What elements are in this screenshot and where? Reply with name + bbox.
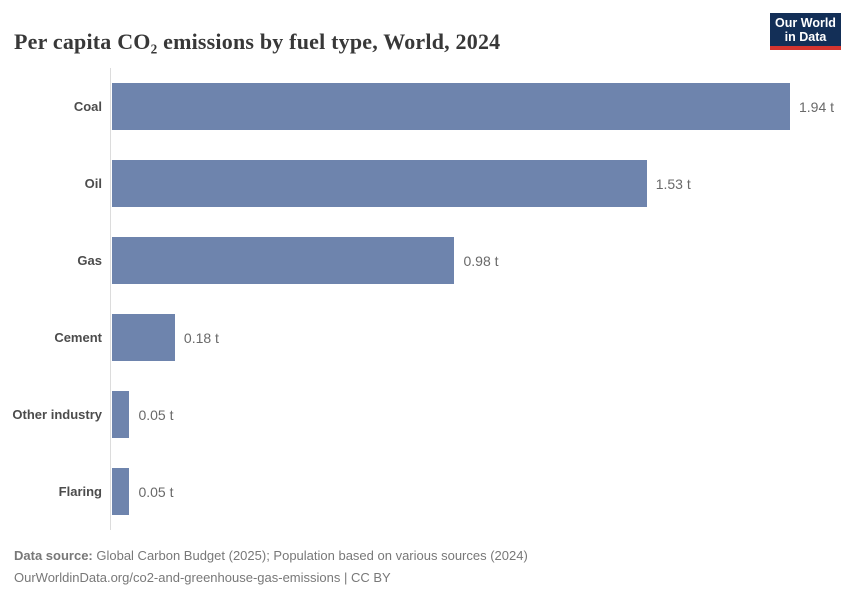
category-label-cement: Cement [54,330,102,345]
bar-gas[interactable] [112,237,455,284]
data-source-label: Data source: [14,548,93,563]
bar-row: Oil 1.53 t [0,145,850,222]
category-label-gas: Gas [77,253,102,268]
bar-coal[interactable] [112,83,790,130]
owid-logo-text-line1: Our World [775,16,836,30]
bar-oil[interactable] [112,160,647,207]
bar-cement[interactable] [112,314,175,361]
value-label-other-industry: 0.05 t [138,406,174,423]
value-label-coal: 1.94 t [799,98,835,115]
owid-logo-text-line2: in Data [784,30,827,44]
bar-row: Flaring 0.05 t [0,453,850,530]
owid-logo[interactable]: Our World in Data [770,13,841,50]
license-line: OurWorldinData.org/co2-and-greenhouse-ga… [14,570,391,585]
bar-row: Other industry 0.05 t [0,376,850,453]
bar-other-industry[interactable] [112,391,130,438]
data-source-line: Data source: Global Carbon Budget (2025)… [14,545,834,567]
value-label-oil: 1.53 t [655,175,691,192]
chart-title: Per capita CO₂ emissions by fuel type, W… [14,28,501,54]
value-label-cement: 0.18 t [183,329,219,346]
chart-footer: Data source: Global Carbon Budget (2025)… [14,545,834,589]
value-label-gas: 0.98 t [463,252,499,269]
bar-flaring[interactable] [112,468,130,515]
category-label-coal: Coal [73,99,102,114]
y-axis-line [110,68,111,530]
category-label-oil: Oil [84,176,102,191]
bar-row: Gas 0.98 t [0,222,850,299]
data-source-text: Global Carbon Budget (2025); Population … [92,548,528,563]
value-label-flaring: 0.05 t [138,483,174,500]
bar-row: Coal 1.94 t [0,68,850,145]
bar-row: Cement 0.18 t [0,299,850,376]
category-label-other-industry: Other industry [12,407,102,422]
category-label-flaring: Flaring [58,484,102,499]
plot-area: Coal 1.94 t Oil 1.53 t Gas 0.98 t Cement 0.18 t… [0,68,850,530]
